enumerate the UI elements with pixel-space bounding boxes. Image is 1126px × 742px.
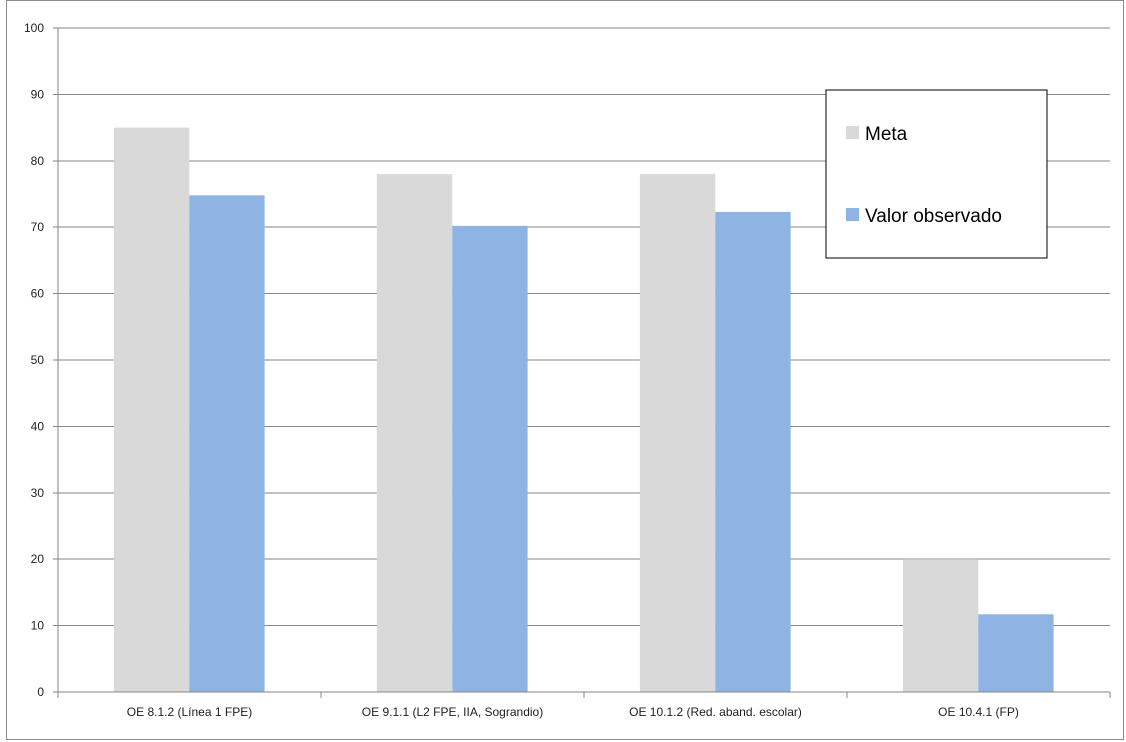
legend-box [825,89,1048,259]
y-tick-label: 60 [31,287,45,301]
bars [113,127,1054,693]
bar-valor-observado [452,225,528,692]
y-tick-label: 80 [31,154,45,168]
y-tick-label: 100 [24,21,44,35]
legend-label: Valor observado [865,206,1002,227]
bar-meta [639,174,716,692]
x-tick-label: OE 10.4.1 (FP) [938,705,1019,719]
legend-swatch [846,126,859,139]
x-tick-label: OE 8.1.2 (Línea 1 FPE) [127,705,252,719]
x-tick-label: OE 9.1.1 (L2 FPE, IIA, Sograndio) [362,705,543,719]
y-axis-tick-labels: 0 10 20 30 40 50 60 70 80 90 100 [24,21,44,699]
y-tick-label: 50 [31,353,45,367]
bar-meta [113,127,190,693]
y-tick-label: 70 [31,220,45,234]
y-tick-label: 0 [37,685,44,699]
bar-valor-observado [189,195,265,692]
legend-swatch [846,208,859,221]
bar-valor-observado [715,211,791,693]
y-tick-label: 40 [31,419,45,433]
y-tick-label: 20 [31,552,45,566]
x-axis [53,27,1111,698]
bar-meta [902,559,979,692]
bar-valor-observado [978,614,1054,692]
y-tick-label: 10 [31,619,45,633]
y-tick-label: 30 [31,486,45,500]
bar-meta [376,174,453,692]
legend: Meta Valor observado [825,89,1048,259]
legend-label: Meta [865,124,908,145]
y-tick-label: 90 [31,87,45,101]
x-axis-tick-labels: OE 8.1.2 (Línea 1 FPE) OE 9.1.1 (L2 FPE, … [127,705,1019,719]
x-tick-label: OE 10.1.2 (Red. aband. escolar) [629,705,802,719]
